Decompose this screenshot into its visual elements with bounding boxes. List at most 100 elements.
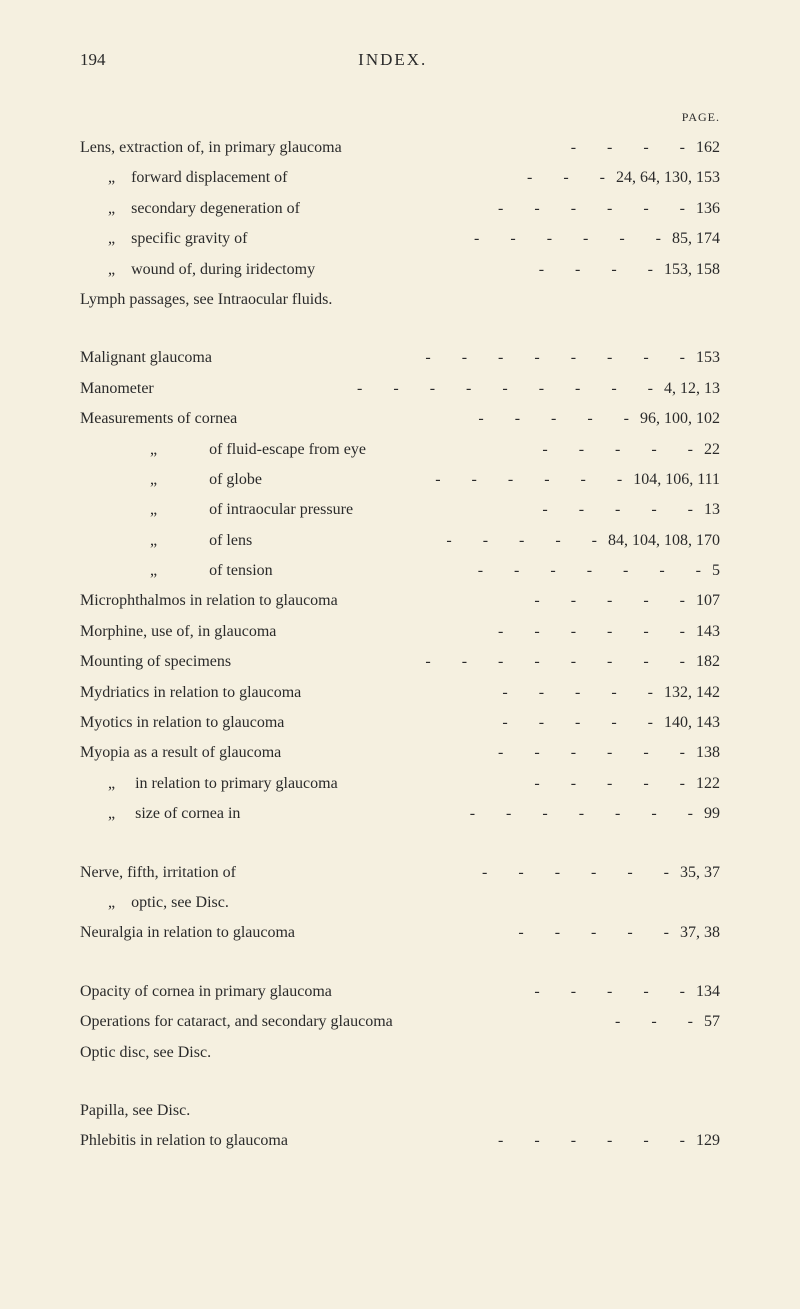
entry-dashes: - - - - - - bbox=[435, 465, 625, 495]
entry-dashes: - - - - - - bbox=[498, 617, 688, 647]
entry-text: „ specific gravity of bbox=[108, 224, 248, 254]
entry-dashes: - - - - - - bbox=[498, 194, 688, 224]
entry-dashes: - - - - bbox=[539, 255, 656, 285]
entry-pages: 35, 37 bbox=[672, 858, 720, 888]
entry-text: „ secondary degeneration of bbox=[108, 194, 300, 224]
entry-text: Operations for cataract, and secondary g… bbox=[80, 1007, 393, 1037]
index-entry: „ in relation to primary glaucoma- - - -… bbox=[80, 769, 720, 799]
index-entry: „ of fluid-escape from eye - - - - - 22 bbox=[80, 435, 720, 465]
entry-pages: 22 bbox=[696, 435, 720, 465]
entry-pages: 104, 106, 111 bbox=[625, 465, 720, 495]
entry-text: Manometer bbox=[80, 374, 154, 404]
entry-pages: 57 bbox=[696, 1007, 720, 1037]
entry-dashes: - - - - - - - - bbox=[425, 647, 688, 677]
entry-dashes: - - - - - bbox=[542, 495, 696, 525]
entry-pages: 122 bbox=[688, 769, 720, 799]
index-entry: Malignant glaucoma- - - - - - - - 153 bbox=[80, 343, 720, 373]
index-entry: „ forward displacement of- - - 24, 64, 1… bbox=[80, 163, 720, 193]
entry-pages: 153, 158 bbox=[656, 255, 720, 285]
index-entry: „ wound of, during iridectomy - - - - 153… bbox=[80, 255, 720, 285]
entry-dashes: - - - bbox=[527, 163, 608, 193]
index-entry: „ secondary degeneration of- - - - - - 1… bbox=[80, 194, 720, 224]
entry-dashes: - - - - - - - - bbox=[425, 343, 688, 373]
index-entry: Nerve, fifth, irritation of - - - - - - 3… bbox=[80, 858, 720, 888]
entry-dashes: - - - - - bbox=[478, 404, 632, 434]
entry-text: „ of tension bbox=[150, 556, 273, 586]
header-spacer bbox=[680, 50, 720, 70]
index-entry: „ specific gravity of- - - - - - 85, 174 bbox=[80, 224, 720, 254]
index-entry: Lymph passages, see Intraocular fluids. bbox=[80, 285, 720, 315]
index-content: Lens, extraction of, in primary glaucoma… bbox=[80, 133, 720, 1157]
entry-text: Phlebitis in relation to glaucoma bbox=[80, 1126, 288, 1156]
entry-text: „ optic, see Disc. bbox=[108, 888, 720, 918]
entry-group: Malignant glaucoma- - - - - - - - 153Man… bbox=[80, 343, 720, 829]
entry-dashes: - - - - - - - bbox=[470, 799, 696, 829]
index-entry: Papilla, see Disc. bbox=[80, 1096, 720, 1126]
entry-pages: 107 bbox=[688, 586, 720, 616]
page-number: 194 bbox=[80, 50, 106, 70]
index-entry: „ size of cornea in- - - - - - - 99 bbox=[80, 799, 720, 829]
entry-text: Morphine, use of, in glaucoma bbox=[80, 617, 276, 647]
entry-pages: 37, 38 bbox=[672, 918, 720, 948]
entry-dashes: - - - - - bbox=[534, 586, 688, 616]
entry-dashes: - - - - - bbox=[534, 977, 688, 1007]
index-entry: „ optic, see Disc. bbox=[80, 888, 720, 918]
entry-pages: 162 bbox=[688, 133, 720, 163]
entry-pages: 153 bbox=[688, 343, 720, 373]
index-entry: Measurements of cornea- - - - - 96, 100,… bbox=[80, 404, 720, 434]
entry-text: Nerve, fifth, irritation of bbox=[80, 858, 236, 888]
index-entry: Morphine, use of, in glaucoma - - - - - -… bbox=[80, 617, 720, 647]
entry-dashes: - - - bbox=[615, 1007, 696, 1037]
entry-dashes: - - - - - - - bbox=[478, 556, 704, 586]
index-entry: Manometer - - - - - - - - - 4, 12, 13 bbox=[80, 374, 720, 404]
entry-dashes: - - - - - - - - - bbox=[357, 374, 656, 404]
entry-text: Myopia as a result of glaucoma bbox=[80, 738, 281, 768]
entry-dashes: - - - - bbox=[571, 133, 688, 163]
entry-text: Microphthalmos in relation to glaucoma bbox=[80, 586, 338, 616]
entry-text: „ of lens bbox=[150, 526, 252, 556]
index-entry: Myopia as a result of glaucoma - - - - - … bbox=[80, 738, 720, 768]
page-header: 194 INDEX. bbox=[80, 50, 720, 70]
entry-group: Lens, extraction of, in primary glaucoma… bbox=[80, 133, 720, 315]
entry-text: Mydriatics in relation to glaucoma bbox=[80, 678, 301, 708]
entry-pages: 143 bbox=[688, 617, 720, 647]
entry-text: Optic disc, see Disc. bbox=[80, 1038, 720, 1068]
entry-text: Lens, extraction of, in primary glaucoma bbox=[80, 133, 342, 163]
entry-pages: 138 bbox=[688, 738, 720, 768]
entry-text: „ wound of, during iridectomy bbox=[108, 255, 315, 285]
entry-dashes: - - - - - - bbox=[498, 738, 688, 768]
entry-text: Papilla, see Disc. bbox=[80, 1096, 720, 1126]
entry-text: „ forward displacement of bbox=[108, 163, 287, 193]
entry-pages: 99 bbox=[696, 799, 720, 829]
entry-group: Opacity of cornea in primary glaucoma- -… bbox=[80, 977, 720, 1068]
index-entry: „ of intraocular pressure- - - - - 13 bbox=[80, 495, 720, 525]
index-entry: Myotics in relation to glaucoma - - - - -… bbox=[80, 708, 720, 738]
entry-text: Myotics in relation to glaucoma bbox=[80, 708, 284, 738]
entry-text: Mounting of specimens bbox=[80, 647, 231, 677]
index-entry: Optic disc, see Disc. bbox=[80, 1038, 720, 1068]
entry-pages: 129 bbox=[688, 1126, 720, 1156]
entry-text: Neuralgia in relation to glaucoma bbox=[80, 918, 295, 948]
entry-dashes: - - - - - bbox=[502, 708, 656, 738]
index-entry: Operations for cataract, and secondary g… bbox=[80, 1007, 720, 1037]
entry-dashes: - - - - - - bbox=[482, 858, 672, 888]
index-entry: „ of tension - - - - - - - 5 bbox=[80, 556, 720, 586]
entry-text: „ of fluid-escape from eye bbox=[150, 435, 366, 465]
entry-pages: 5 bbox=[704, 556, 720, 586]
entry-dashes: - - - - - bbox=[542, 435, 696, 465]
entry-pages: 85, 174 bbox=[664, 224, 720, 254]
entry-pages: 84, 104, 108, 170 bbox=[600, 526, 720, 556]
entry-text: Lymph passages, see Intraocular fluids. bbox=[80, 285, 720, 315]
entry-text: „ of globe bbox=[150, 465, 262, 495]
entry-text: Measurements of cornea bbox=[80, 404, 237, 434]
index-title: INDEX. bbox=[358, 50, 427, 70]
entry-text: „ of intraocular pressure bbox=[150, 495, 353, 525]
entry-dashes: - - - - - bbox=[502, 678, 656, 708]
entry-dashes: - - - - - bbox=[534, 769, 688, 799]
index-entry: Neuralgia in relation to glaucoma- - - -… bbox=[80, 918, 720, 948]
page-label: PAGE. bbox=[80, 110, 720, 125]
entry-pages: 4, 12, 13 bbox=[656, 374, 720, 404]
entry-pages: 182 bbox=[688, 647, 720, 677]
index-entry: Mydriatics in relation to glaucoma - - - … bbox=[80, 678, 720, 708]
index-entry: Mounting of specimens - - - - - - - - 182 bbox=[80, 647, 720, 677]
